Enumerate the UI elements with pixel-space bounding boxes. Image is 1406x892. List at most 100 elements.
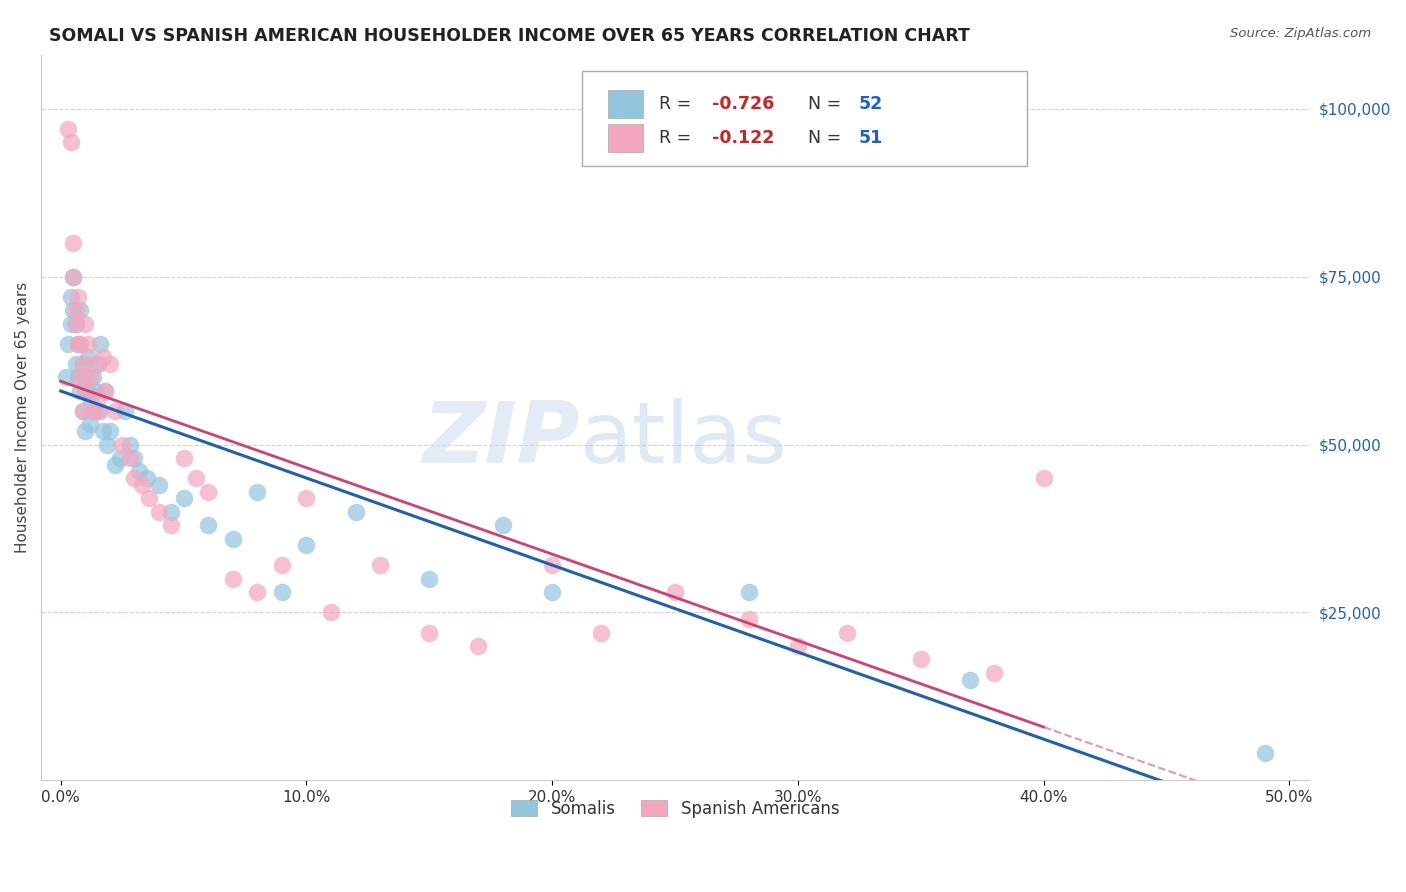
Point [82, 370, 104, 384]
Point [295, 491, 318, 506]
Point [91, 424, 114, 438]
Point [86, 404, 108, 418]
Point [66, 290, 89, 304]
Point [124, 450, 146, 465]
Point [76, 336, 98, 351]
Point [98, 357, 121, 371]
Point [84, 384, 107, 398]
Point [75, 317, 97, 331]
Text: atlas: atlas [579, 398, 787, 481]
Text: ZIP: ZIP [422, 398, 579, 481]
Point [541, 558, 564, 573]
Y-axis label: Householder Income Over 65 years: Householder Income Over 65 years [15, 282, 30, 553]
Point [786, 639, 808, 653]
FancyBboxPatch shape [582, 71, 1028, 166]
Point [66, 370, 89, 384]
Point [65, 357, 87, 371]
Point [79, 417, 101, 432]
Point [135, 471, 157, 485]
Point [1032, 471, 1054, 485]
Point [492, 518, 515, 533]
Point [160, 505, 183, 519]
Point [69, 336, 91, 351]
Point [66, 336, 89, 351]
Point [184, 471, 207, 485]
Point [738, 612, 761, 626]
Point [76, 384, 98, 398]
Point [222, 532, 245, 546]
Point [69, 303, 91, 318]
Point [62, 236, 84, 251]
Point [65, 303, 87, 318]
Point [173, 491, 195, 506]
Point [76, 351, 98, 365]
Point [418, 625, 440, 640]
Point [197, 484, 219, 499]
Point [148, 478, 170, 492]
Point [344, 505, 367, 519]
Point [418, 572, 440, 586]
Point [124, 471, 146, 485]
Point [114, 404, 136, 418]
Point [69, 370, 91, 384]
Point [84, 357, 107, 371]
Point [128, 465, 150, 479]
Point [59, 317, 82, 331]
Point [59, 136, 82, 150]
Point [197, 518, 219, 533]
Point [319, 606, 342, 620]
Point [98, 424, 121, 438]
Point [69, 384, 91, 398]
Point [72, 357, 94, 371]
Point [104, 458, 127, 472]
Point [96, 437, 118, 451]
FancyBboxPatch shape [607, 124, 644, 152]
Point [368, 558, 391, 573]
Point [75, 370, 97, 384]
Text: N =: N = [808, 95, 846, 112]
Point [131, 478, 153, 492]
Point [82, 404, 104, 418]
Point [75, 424, 97, 438]
Point [160, 518, 183, 533]
Point [738, 585, 761, 599]
Point [75, 384, 97, 398]
Point [56, 122, 79, 136]
Point [295, 538, 318, 552]
Point [94, 384, 117, 398]
Text: Source: ZipAtlas.com: Source: ZipAtlas.com [1230, 27, 1371, 40]
Point [1253, 747, 1275, 761]
Point [111, 437, 134, 451]
Text: 52: 52 [859, 95, 883, 112]
Point [246, 484, 269, 499]
Point [104, 404, 127, 418]
Point [65, 317, 87, 331]
Point [148, 505, 170, 519]
Point [91, 351, 114, 365]
Point [59, 290, 82, 304]
Point [664, 585, 686, 599]
Text: R =: R = [658, 128, 696, 147]
Point [55, 370, 77, 384]
Point [66, 336, 89, 351]
FancyBboxPatch shape [607, 90, 644, 118]
Point [89, 336, 111, 351]
Point [79, 370, 101, 384]
Point [62, 269, 84, 284]
Text: -0.726: -0.726 [711, 95, 775, 112]
Point [467, 639, 489, 653]
Point [118, 450, 141, 465]
Point [65, 317, 87, 331]
Point [94, 384, 117, 398]
Point [959, 673, 981, 687]
Point [82, 404, 104, 418]
Point [72, 404, 94, 418]
Text: SOMALI VS SPANISH AMERICAN HOUSEHOLDER INCOME OVER 65 YEARS CORRELATION CHART: SOMALI VS SPANISH AMERICAN HOUSEHOLDER I… [49, 27, 970, 45]
Point [591, 625, 613, 640]
Point [108, 450, 131, 465]
Point [72, 404, 94, 418]
Point [246, 585, 269, 599]
Point [910, 652, 932, 666]
Point [270, 558, 292, 573]
Point [983, 665, 1005, 680]
